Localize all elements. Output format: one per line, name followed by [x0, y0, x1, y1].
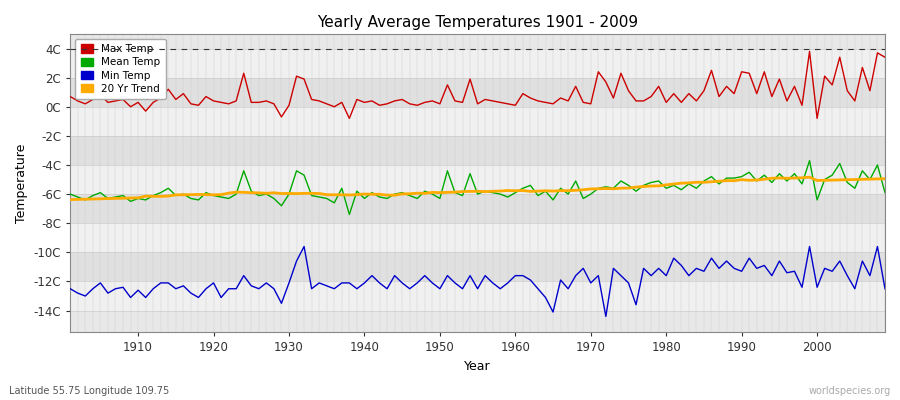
Bar	[70, 223, 885, 252]
Legend: Max Temp, Mean Temp, Min Temp, 20 Yr Trend: Max Temp, Mean Temp, Min Temp, 20 Yr Tre…	[76, 39, 166, 99]
Bar	[70, 48, 885, 78]
Bar	[70, 136, 885, 165]
Bar	[70, 165, 885, 194]
Bar	[70, 194, 885, 223]
Text: worldspecies.org: worldspecies.org	[809, 386, 891, 396]
X-axis label: Year: Year	[464, 360, 491, 373]
Bar	[70, 78, 885, 107]
Bar	[70, 107, 885, 136]
Bar	[70, 252, 885, 282]
Y-axis label: Temperature: Temperature	[15, 144, 28, 223]
Text: Latitude 55.75 Longitude 109.75: Latitude 55.75 Longitude 109.75	[9, 386, 169, 396]
Bar	[70, 282, 885, 310]
Title: Yearly Average Temperatures 1901 - 2009: Yearly Average Temperatures 1901 - 2009	[317, 15, 638, 30]
